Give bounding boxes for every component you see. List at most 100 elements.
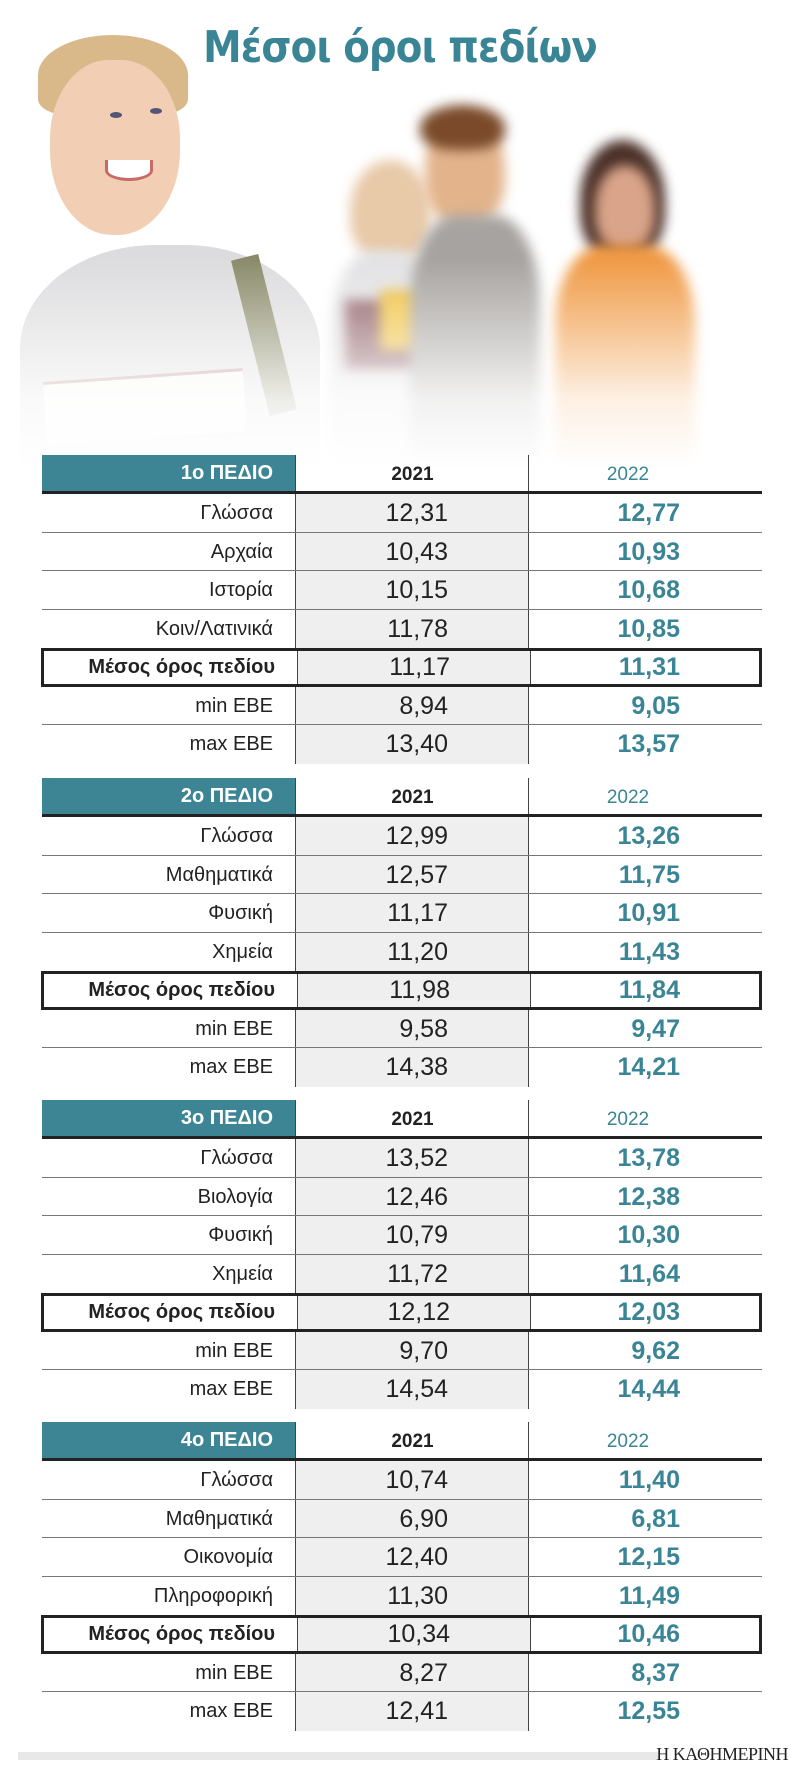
value-2021: 10,43 <box>295 532 528 570</box>
table-row: Χημεία 11,72 11,64 <box>42 1254 762 1293</box>
row-label: min ΕΒΕ <box>195 1339 273 1362</box>
row-label: Χημεία <box>212 1262 273 1285</box>
table-row: Μαθηματικά 12,57 11,75 <box>42 855 762 894</box>
column-header-2021: 2021 <box>295 455 529 491</box>
table-row: Γλώσσα 12,99 13,26 <box>42 817 762 856</box>
value-2021: 11,17 <box>297 651 530 684</box>
value-2022: 8,37 <box>528 1653 762 1691</box>
row-label: max ΕΒΕ <box>189 1378 273 1400</box>
value-2022: 10,30 <box>528 1216 762 1254</box>
table-row: min ΕΒΕ 9,70 9,62 <box>42 1331 762 1370</box>
row-label: max ΕΒΕ <box>189 733 273 755</box>
value-2022: 12,15 <box>528 1538 762 1576</box>
value-2022: 13,57 <box>528 725 762 764</box>
value-2022: 11,49 <box>528 1576 762 1615</box>
value-2021: 12,12 <box>297 1296 530 1329</box>
value-2022: 11,31 <box>530 651 762 684</box>
value-2021: 11,20 <box>295 932 528 971</box>
row-label: Χημεία <box>212 940 273 963</box>
row-label: Πληροφορική <box>153 1584 273 1607</box>
table-row: Χημεία 11,20 11,43 <box>42 932 762 971</box>
table-row: Αρχαία 10,43 10,93 <box>42 532 762 571</box>
row-label: Μέσος όρος πεδίου <box>88 656 275 678</box>
value-2021: 12,46 <box>295 1177 528 1215</box>
field-table: 1ο ΠΕΔΙΟ 2021 2022 Γλώσσα 12,31 12,77 Αρχαία 10… <box>41 455 762 764</box>
page-title: Μέσοι όροι πεδίων <box>203 22 598 73</box>
table-row: Ιστορία 10,15 10,68 <box>42 571 762 610</box>
table-row: max ΕΒΕ 12,41 12,55 <box>42 1692 762 1731</box>
value-2021: 9,70 <box>295 1331 528 1369</box>
table-row: max ΕΒΕ 13,40 13,57 <box>42 725 762 764</box>
value-2021: 11,78 <box>295 609 528 648</box>
value-2022: 10,46 <box>530 1618 762 1651</box>
column-header-2021: 2021 <box>295 1422 529 1458</box>
field-average-row: Μέσος όρος πεδίου 10,34 10,46 <box>41 1615 762 1654</box>
column-header-2021: 2021 <box>295 1100 529 1136</box>
value-2022: 14,44 <box>528 1370 762 1409</box>
value-2021: 8,27 <box>295 1653 528 1691</box>
table-row: min ΕΒΕ 8,27 8,37 <box>42 1653 762 1692</box>
field-table: 2ο ΠΕΔΙΟ 2021 2022 Γλώσσα 12,99 13,26 Μαθηματι… <box>41 778 762 1087</box>
row-label: Κοιν/Λατινικά <box>155 617 273 640</box>
value-2022: 11,43 <box>528 932 762 971</box>
row-label: Φυσική <box>208 1224 273 1246</box>
value-2021: 10,79 <box>295 1216 528 1254</box>
value-2021: 12,31 <box>295 494 528 532</box>
value-2021: 11,30 <box>295 1576 528 1615</box>
table-header: 1ο ΠΕΔΙΟ 2021 2022 <box>42 455 762 494</box>
column-header-2022: 2022 <box>528 778 762 814</box>
value-2022: 9,47 <box>528 1009 762 1047</box>
field-title: 1ο ΠΕΔΙΟ <box>42 455 295 491</box>
value-2021: 14,54 <box>295 1370 528 1409</box>
value-2021: 10,34 <box>297 1618 530 1651</box>
value-2021: 6,90 <box>295 1499 528 1537</box>
value-2021: 12,99 <box>295 817 528 855</box>
value-2021: 10,74 <box>295 1461 528 1499</box>
row-label: Μαθηματικά <box>165 863 273 886</box>
value-2022: 12,77 <box>528 494 762 532</box>
value-2022: 13,78 <box>528 1139 762 1177</box>
row-label: min ΕΒΕ <box>195 1661 273 1684</box>
row-label: Φυσική <box>208 902 273 924</box>
table-row: Μαθηματικά 6,90 6,81 <box>42 1499 762 1538</box>
table-row: min ΕΒΕ 9,58 9,47 <box>42 1009 762 1048</box>
value-2021: 9,58 <box>295 1009 528 1047</box>
value-2022: 12,38 <box>528 1177 762 1215</box>
value-2022: 9,05 <box>528 686 762 724</box>
footer-divider <box>18 1752 658 1760</box>
value-2021: 13,40 <box>295 725 528 764</box>
table-header: 2ο ΠΕΔΙΟ 2021 2022 <box>42 778 762 817</box>
row-label: max ΕΒΕ <box>189 1056 273 1078</box>
value-2022: 12,03 <box>530 1296 762 1329</box>
column-header-2022: 2022 <box>528 1422 762 1458</box>
value-2022: 12,55 <box>528 1692 762 1731</box>
value-2021: 11,98 <box>297 974 530 1007</box>
row-label: Μέσος όρος πεδίου <box>88 1301 275 1323</box>
value-2021: 12,57 <box>295 855 528 893</box>
field-average-row: Μέσος όρος πεδίου 11,17 11,31 <box>41 648 762 687</box>
value-2022: 13,26 <box>528 817 762 855</box>
row-label: Μέσος όρος πεδίου <box>88 979 275 1001</box>
value-2021: 8,94 <box>295 686 528 724</box>
table-row: Βιολογία 12,46 12,38 <box>42 1177 762 1216</box>
row-label: Οικονομία <box>183 1546 273 1568</box>
table-row: Κοιν/Λατινικά 11,78 10,85 <box>42 609 762 648</box>
table-row: min ΕΒΕ 8,94 9,05 <box>42 686 762 725</box>
row-label: Γλώσσα <box>200 1469 273 1491</box>
field-title: 2ο ΠΕΔΙΟ <box>42 778 295 814</box>
value-2022: 11,40 <box>528 1461 762 1499</box>
row-label: min ΕΒΕ <box>195 694 273 717</box>
field-average-row: Μέσος όρος πεδίου 12,12 12,03 <box>41 1293 762 1332</box>
value-2022: 11,84 <box>530 974 762 1007</box>
row-label: min ΕΒΕ <box>195 1017 273 1040</box>
value-2022: 10,85 <box>528 609 762 648</box>
value-2022: 11,75 <box>528 855 762 893</box>
value-2021: 12,40 <box>295 1538 528 1576</box>
value-2022: 10,68 <box>528 571 762 609</box>
row-label: Γλώσσα <box>200 502 273 524</box>
value-2021: 11,72 <box>295 1254 528 1293</box>
value-2022: 11,64 <box>528 1254 762 1293</box>
field-title: 3ο ΠΕΔΙΟ <box>42 1100 295 1136</box>
row-label: max ΕΒΕ <box>189 1700 273 1722</box>
table-row: Φυσική 10,79 10,30 <box>42 1216 762 1255</box>
